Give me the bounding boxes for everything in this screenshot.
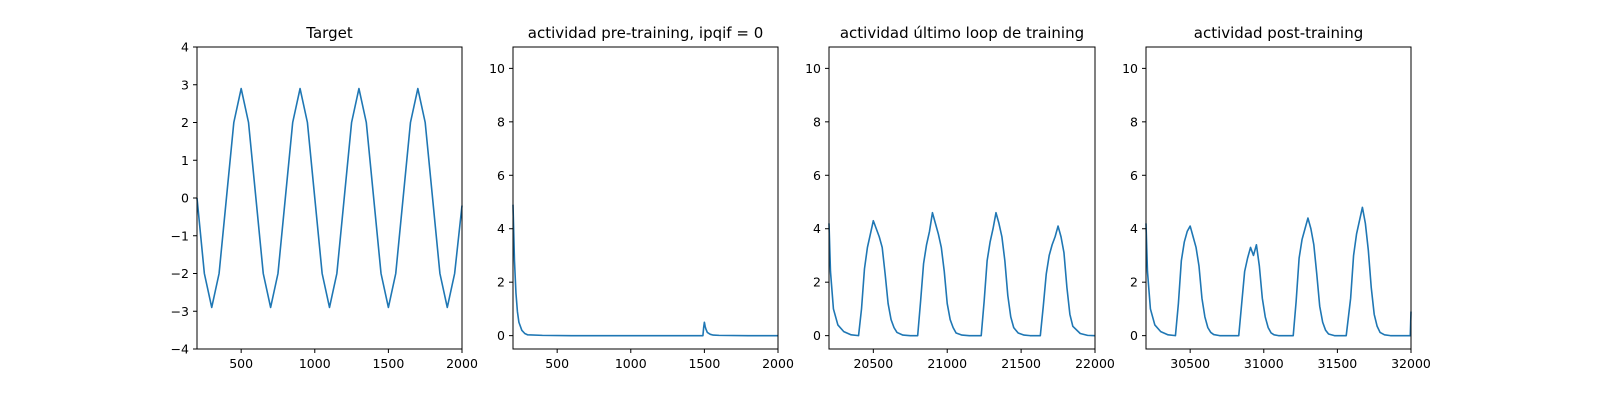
y-tick-label: 2 — [497, 275, 505, 290]
x-tick-label: 32000 — [1391, 356, 1431, 371]
y-tick-label: 6 — [813, 168, 821, 183]
x-tick-label: 2000 — [446, 356, 478, 371]
x-tick-label: 20500 — [853, 356, 893, 371]
x-tick-label: 500 — [545, 356, 569, 371]
x-tick-label: 31000 — [1244, 356, 1284, 371]
y-tick-label: 0 — [181, 191, 189, 206]
x-tick-label: 1500 — [688, 356, 720, 371]
subplot-title: Target — [305, 24, 353, 42]
x-tick-label: 21000 — [927, 356, 967, 371]
y-tick-label: −2 — [171, 266, 189, 281]
y-tick-label: 3 — [181, 77, 189, 92]
x-tick-label: 31500 — [1318, 356, 1358, 371]
subplot-4: actividad post-training 30500 31000 31500 32… — [1122, 24, 1431, 371]
x-tick-label: 1000 — [299, 356, 331, 371]
axes-frame — [1145, 46, 1412, 350]
y-tick-label: 4 — [1130, 221, 1138, 236]
y-tick-label: 6 — [497, 168, 505, 183]
x-tick-label: 22000 — [1075, 356, 1115, 371]
x-tick-label: 1500 — [372, 356, 404, 371]
axes-frame — [828, 46, 1096, 350]
y-tick-label: 10 — [489, 61, 505, 76]
y-tick-label: 1 — [181, 153, 189, 168]
y-tick-label: 2 — [1130, 275, 1138, 290]
y-tick-label: 4 — [497, 221, 505, 236]
axes-frame — [512, 46, 779, 350]
y-tick-label: 2 — [181, 115, 189, 130]
series-line — [196, 87, 463, 309]
series-line — [512, 204, 778, 337]
subplot-2: actividad pre-training, ipqif = 0 500 1000… — [489, 24, 794, 371]
y-tick-label: −3 — [171, 304, 189, 319]
x-tick-label: 500 — [229, 356, 253, 371]
y-tick-label: 10 — [805, 61, 821, 76]
series-line — [828, 211, 1096, 337]
y-tick-label: 2 — [813, 275, 821, 290]
y-tick-label: 6 — [1130, 168, 1138, 183]
y-tick-label: 0 — [497, 328, 505, 343]
y-tick-label: 8 — [497, 114, 505, 129]
y-tick-label: 4 — [181, 40, 189, 55]
y-tick-label: 10 — [1122, 61, 1138, 76]
series-line — [1145, 206, 1412, 337]
y-tick-label: −1 — [171, 228, 189, 243]
subplot-title: actividad último loop de training — [840, 24, 1084, 42]
axes-frame — [196, 46, 463, 350]
y-tick-label: 0 — [1130, 328, 1138, 343]
x-tick-label: 2000 — [762, 356, 794, 371]
subplot-1: Target 500 1000 1500 2000 −4 −3 −2 −1 0 1 2 3 4 — [171, 24, 478, 371]
y-tick-label: −4 — [171, 342, 189, 357]
x-tick-label: 1000 — [615, 356, 647, 371]
y-tick-label: 4 — [813, 221, 821, 236]
y-tick-label: 0 — [813, 328, 821, 343]
x-tick-label: 21500 — [1001, 356, 1041, 371]
subplot-title: actividad post-training — [1194, 24, 1363, 42]
x-tick-label: 30500 — [1170, 356, 1210, 371]
y-tick-label: 8 — [813, 114, 821, 129]
y-tick-label: 8 — [1130, 114, 1138, 129]
subplot-title: actividad pre-training, ipqif = 0 — [528, 24, 764, 42]
